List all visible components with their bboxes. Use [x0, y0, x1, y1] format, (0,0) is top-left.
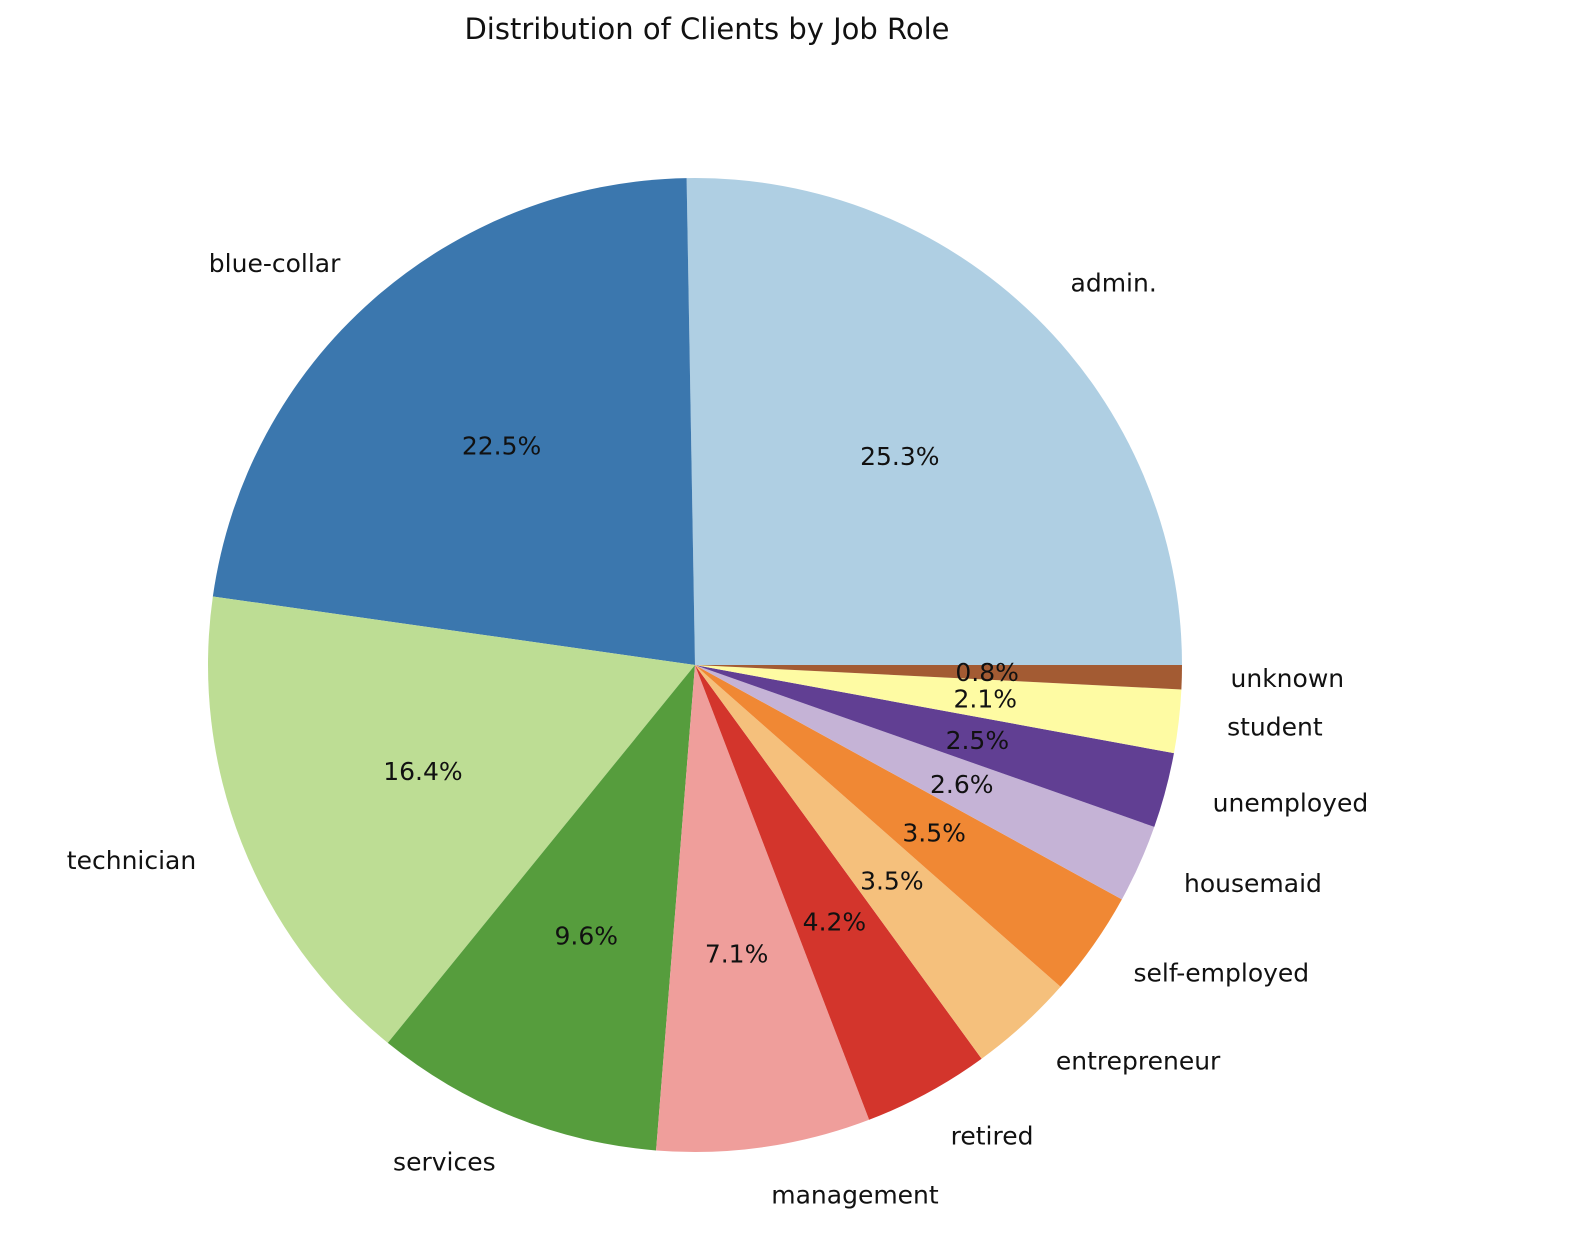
pie-slice-student: [695, 665, 1182, 754]
pie-slice-entrepreneur: [695, 665, 1061, 1059]
slice-percent-label: 0.8%: [955, 658, 1019, 687]
pie-slice-admin-: [686, 178, 1182, 666]
pie-labels: admin. 25.3% blue-collar 22.5% technician 16.…: [67, 249, 1368, 1210]
slice-label: housemaid: [1184, 869, 1322, 898]
slice-percent-label: 22.5%: [462, 431, 541, 460]
slice-percent-label: 2.5%: [946, 726, 1010, 755]
chart-title: Distribution of Clients by Job Role: [464, 12, 950, 46]
slice-percent-label: 2.6%: [930, 770, 994, 799]
slice-label: management: [771, 1181, 939, 1210]
slice-percent-label: 7.1%: [705, 940, 769, 969]
slice-label: blue-collar: [209, 249, 341, 278]
pie-slice-management: [656, 665, 870, 1153]
slice-label: admin.: [1071, 268, 1157, 297]
pie-slice-technician: [208, 596, 695, 1043]
pie-slice-unemployed: [695, 665, 1174, 827]
slice-label: services: [393, 1148, 496, 1177]
slice-percent-label: 4.2%: [803, 907, 867, 936]
pie-slice-retired: [695, 665, 982, 1120]
pie-slices: [208, 178, 1182, 1153]
slice-percent-label: 9.6%: [555, 922, 619, 951]
pie-slice-unknown: [695, 665, 1182, 690]
slice-label: technician: [67, 846, 196, 875]
pie-slice-self-employed: [695, 665, 1122, 987]
slice-label: unknown: [1231, 664, 1345, 693]
slice-percent-label: 3.5%: [860, 866, 924, 895]
pie-slice-services: [387, 665, 695, 1151]
slice-percent-label: 25.3%: [860, 442, 939, 471]
slice-label: student: [1227, 713, 1323, 742]
pie-slice-housemaid: [695, 665, 1155, 900]
slice-label: unemployed: [1213, 788, 1369, 817]
slice-percent-label: 3.5%: [902, 818, 966, 847]
slice-label: self-employed: [1133, 958, 1309, 987]
slice-label: retired: [951, 1121, 1034, 1150]
slice-percent-label: 2.1%: [953, 684, 1017, 713]
slice-percent-label: 16.4%: [383, 757, 462, 786]
pie-slice-blue-collar: [212, 178, 695, 665]
slice-label: entrepreneur: [1056, 1046, 1221, 1075]
